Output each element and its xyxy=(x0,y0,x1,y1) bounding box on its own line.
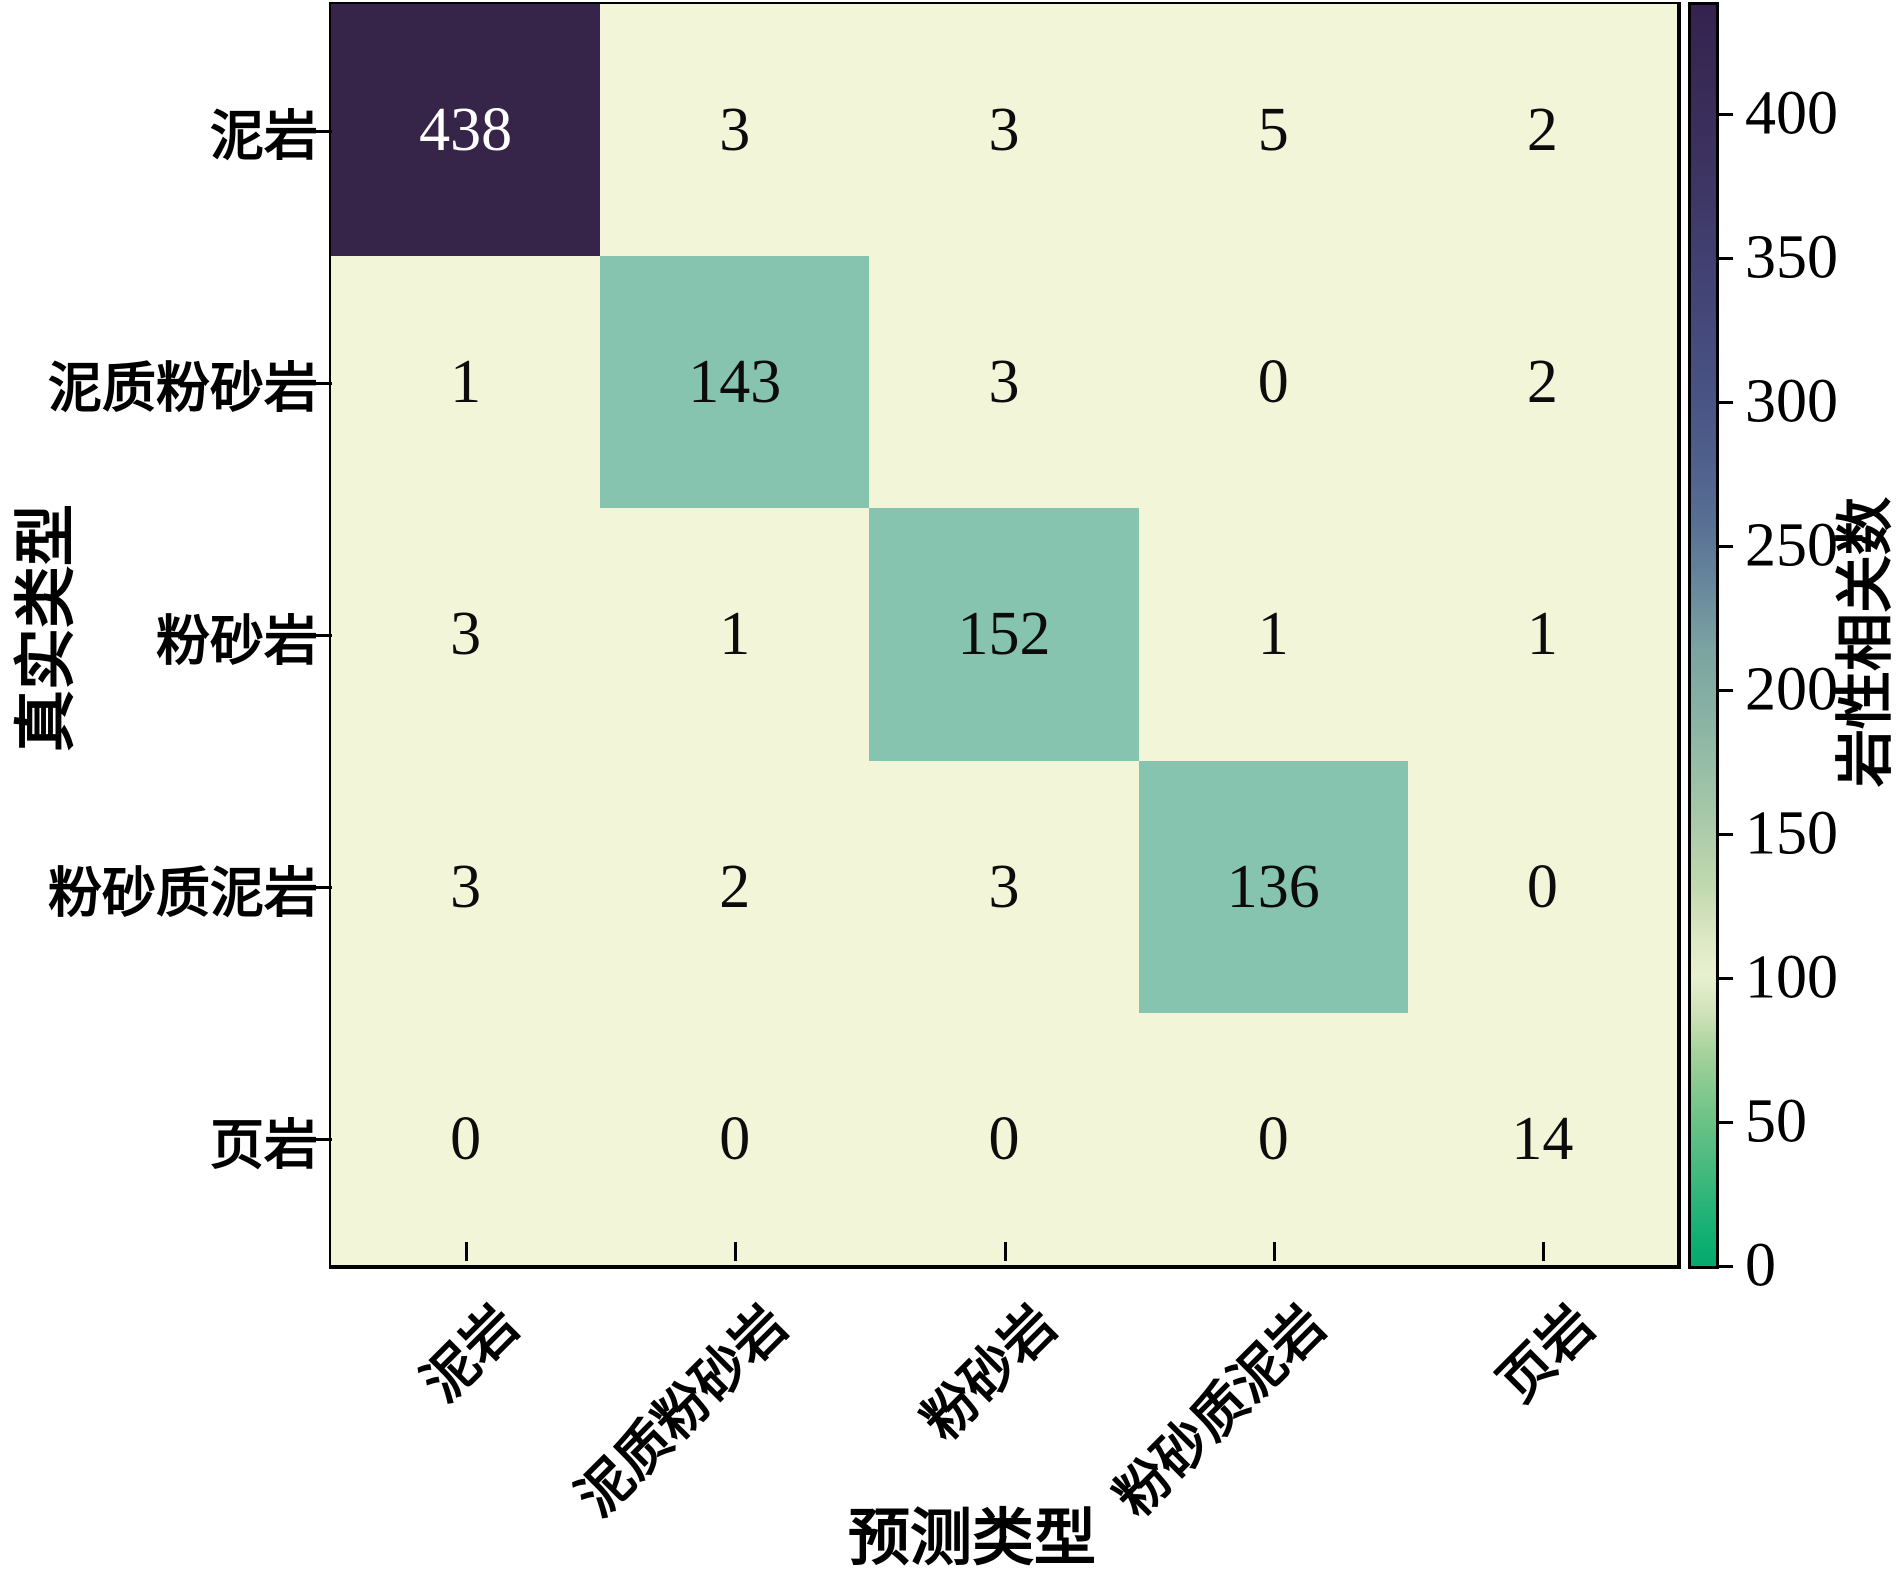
colorbar-tick xyxy=(1719,976,1733,980)
x-axis-tick xyxy=(1541,1242,1545,1261)
x-tick-label: 粉砂质泥岩 xyxy=(1103,1294,1338,1528)
heatmap-cell: 143 xyxy=(600,256,870,509)
heatmap-grid: 438 3 3 5 2 1 143 3 0 2 3 1 152 1 1 3 2 3 136 0 0 0 0 0 14 xyxy=(331,4,1677,1265)
heatmap-cell: 2 xyxy=(600,760,870,1013)
colorbar-tick-label: 200 xyxy=(1745,655,1838,724)
y-axis-tick xyxy=(315,129,332,133)
x-axis-title: 预测类型 xyxy=(847,1505,1097,1573)
colorbar-tick xyxy=(1719,400,1733,404)
colorbar-tick-label: 150 xyxy=(1745,799,1838,868)
colorbar-tick xyxy=(1719,1264,1733,1268)
heatmap-cell: 5 xyxy=(1138,4,1408,257)
colorbar-tick xyxy=(1719,688,1733,692)
colorbar-tick-label: 350 xyxy=(1745,223,1838,292)
y-axis-tick xyxy=(315,1138,332,1142)
heatmap-plot-area: 438 3 3 5 2 1 143 3 0 2 3 1 152 1 1 3 2 3 136 0 0 0 0 0 14 xyxy=(329,2,1681,1269)
colorbar-tick xyxy=(1719,256,1733,260)
heatmap-cell: 3 xyxy=(869,256,1139,509)
heatmap-cell: 14 xyxy=(1407,1012,1677,1265)
y-tick-label: 泥质粉砂岩 xyxy=(48,358,318,419)
x-tick-label: 粉砂岩 xyxy=(911,1294,1069,1452)
heatmap-cell: 152 xyxy=(869,508,1139,761)
x-axis-tick xyxy=(1272,1242,1276,1261)
heatmap-cell: 136 xyxy=(1138,760,1408,1013)
heatmap-cell: 0 xyxy=(331,1012,601,1265)
y-tick-label: 粉砂质泥岩 xyxy=(48,863,318,924)
y-axis-tick xyxy=(315,634,332,637)
x-tick-label: 泥质粉砂岩 xyxy=(565,1294,799,1528)
heatmap-cell: 0 xyxy=(1138,1012,1408,1265)
colorbar-tick-label: 300 xyxy=(1745,367,1838,436)
y-axis-tick xyxy=(315,381,332,385)
colorbar-tick xyxy=(1719,1120,1733,1124)
colorbar-tick xyxy=(1719,832,1733,836)
x-axis-tick xyxy=(734,1242,738,1261)
y-tick-label: 泥岩 xyxy=(210,106,318,167)
heatmap-cell: 1 xyxy=(600,508,870,761)
colorbar-tick-label: 100 xyxy=(1745,943,1838,1012)
colorbar-tick-label: 0 xyxy=(1745,1231,1776,1300)
x-tick-label: 页岩 xyxy=(1487,1294,1607,1414)
heatmap-cell: 438 xyxy=(331,4,601,257)
colorbar-tick xyxy=(1719,544,1733,548)
x-tick-label: 泥岩 xyxy=(410,1294,530,1414)
y-axis-title: 真实类型 xyxy=(13,503,81,753)
x-axis-tick xyxy=(465,1242,469,1261)
heatmap-cell: 0 xyxy=(869,1012,1139,1265)
colorbar-tick xyxy=(1719,112,1733,116)
colorbar xyxy=(1688,2,1719,1269)
heatmap-cell: 0 xyxy=(1138,256,1408,509)
heatmap-cell: 0 xyxy=(1407,760,1677,1013)
heatmap-cell: 3 xyxy=(331,760,601,1013)
heatmap-cell: 2 xyxy=(1407,256,1677,509)
heatmap-cell: 0 xyxy=(600,1012,870,1265)
y-axis-tick xyxy=(315,886,332,890)
heatmap-cell: 3 xyxy=(869,760,1139,1013)
colorbar-title: 岩性相关数 xyxy=(1833,496,1896,788)
heatmap-cell: 1 xyxy=(1138,508,1408,761)
heatmap-cell: 1 xyxy=(1407,508,1677,761)
heatmap-cell: 2 xyxy=(1407,4,1677,257)
y-tick-label: 粉砂岩 xyxy=(156,611,318,671)
heatmap-cell: 3 xyxy=(869,4,1139,257)
colorbar-tick-label: 250 xyxy=(1745,511,1838,580)
heatmap-cell: 3 xyxy=(331,508,601,761)
y-tick-label: 页岩 xyxy=(210,1115,318,1176)
heatmap-cell: 3 xyxy=(600,4,870,257)
heatmap-cell: 1 xyxy=(331,256,601,509)
colorbar-tick-label: 50 xyxy=(1745,1087,1807,1156)
colorbar-tick-label: 400 xyxy=(1745,79,1838,148)
x-axis-tick xyxy=(1003,1242,1007,1261)
